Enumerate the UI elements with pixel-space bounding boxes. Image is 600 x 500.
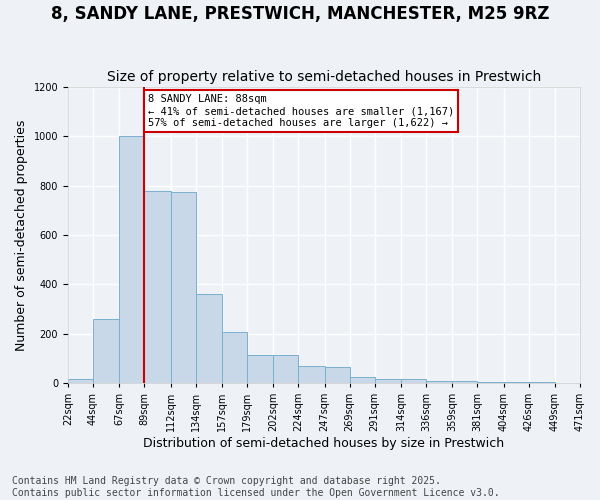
Bar bbox=[375, 378, 401, 383]
Bar bbox=[273, 354, 298, 383]
Y-axis label: Number of semi-detached properties: Number of semi-detached properties bbox=[15, 120, 28, 350]
Text: 8, SANDY LANE, PRESTWICH, MANCHESTER, M25 9RZ: 8, SANDY LANE, PRESTWICH, MANCHESTER, M2… bbox=[51, 5, 549, 23]
Bar bbox=[503, 382, 529, 383]
Bar bbox=[68, 380, 93, 383]
Bar bbox=[325, 367, 350, 383]
Bar bbox=[145, 191, 170, 383]
Bar bbox=[452, 381, 478, 383]
Bar bbox=[170, 192, 196, 383]
Bar bbox=[426, 380, 452, 383]
Bar bbox=[478, 382, 503, 383]
Bar bbox=[247, 354, 273, 383]
Title: Size of property relative to semi-detached houses in Prestwich: Size of property relative to semi-detach… bbox=[107, 70, 541, 85]
Bar bbox=[401, 380, 426, 383]
Bar bbox=[93, 320, 119, 383]
Text: Contains HM Land Registry data © Crown copyright and database right 2025.
Contai: Contains HM Land Registry data © Crown c… bbox=[12, 476, 500, 498]
Bar bbox=[119, 136, 145, 383]
Bar bbox=[529, 382, 555, 383]
Bar bbox=[350, 377, 375, 383]
X-axis label: Distribution of semi-detached houses by size in Prestwich: Distribution of semi-detached houses by … bbox=[143, 437, 505, 450]
Bar bbox=[222, 332, 247, 383]
Bar bbox=[196, 294, 222, 383]
Bar bbox=[298, 366, 325, 383]
Text: 8 SANDY LANE: 88sqm
← 41% of semi-detached houses are smaller (1,167)
57% of sem: 8 SANDY LANE: 88sqm ← 41% of semi-detach… bbox=[148, 94, 454, 128]
